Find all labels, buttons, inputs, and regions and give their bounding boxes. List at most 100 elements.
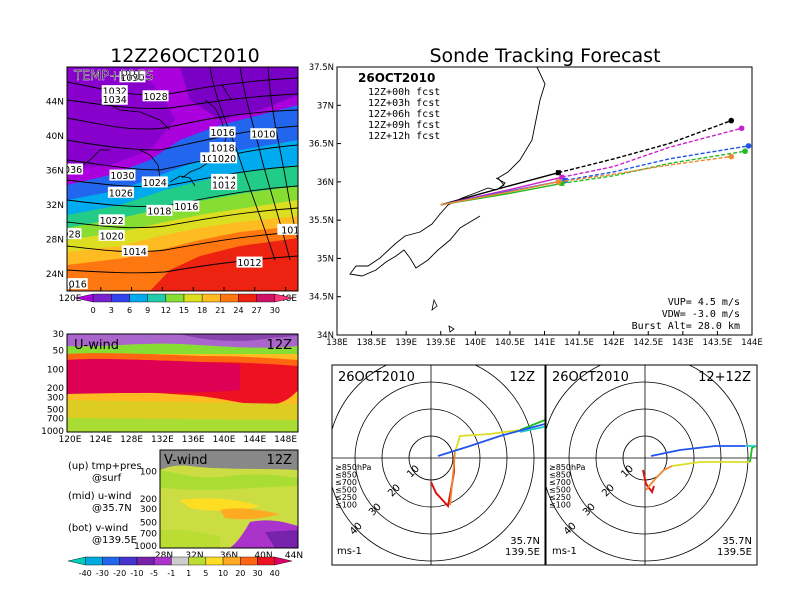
track-date: 26OCT2010 (358, 71, 435, 85)
track-x-tick-label: 139.5E (426, 338, 456, 348)
u-wind-panel: U-wind 12Z 120E 124E 128E 132E 136E 140E 144E 1… (41, 330, 299, 445)
v-y-tick-label: 300 (140, 505, 157, 515)
track-landing-marker (728, 117, 735, 124)
hodo1-lon: 139.5E (505, 547, 540, 558)
track-y-tick-label: 37N (317, 101, 334, 111)
isobar-label: 1020 (212, 154, 236, 165)
isobar-label: 1020 (100, 231, 124, 242)
hodo-level-label: ≤250 (335, 493, 357, 502)
colorbar-tick-label: 40 (270, 569, 280, 578)
u-y-tick-label: 300 (47, 394, 64, 404)
isobar-label-bg (109, 169, 136, 181)
track-x-tick-label: 141E (534, 338, 556, 348)
u-x-tick-label: 148E (274, 435, 297, 445)
colorbar-swatch (183, 293, 203, 303)
track-line-dashed (561, 127, 742, 178)
track-x-tick-label: 142.5E (633, 338, 663, 348)
hodo-level-label: ≤850 (335, 471, 357, 480)
u-x-tick-label: 132E (151, 435, 174, 445)
colorbar-swatch (205, 556, 224, 566)
isobar-label-bg (67, 228, 82, 240)
colorbar-tick-label: 3 (109, 306, 114, 315)
track-line-solid (440, 171, 559, 206)
hodo-level-label: ≥850hPa (335, 463, 372, 472)
isobar-label: 101 (281, 225, 299, 236)
track-panel: 138E 138.5E 139E 139.5E 140E 140.5E 141E 141.5E… (309, 63, 763, 348)
track-x-tick-label: 140E (465, 338, 487, 348)
isobar-label-bg (209, 126, 236, 138)
isobar-label: 1012 (237, 258, 261, 269)
colorbar-swatch (256, 293, 276, 303)
track-line-dashed (558, 119, 732, 174)
hodo-ring-label: 10 (619, 463, 636, 480)
hodo-level-label: ≥850hPa (549, 463, 586, 472)
isobar-label-bg (211, 152, 238, 164)
track-legend-entry: 12Z+03h fcst (368, 98, 440, 109)
coastline (349, 67, 546, 277)
isobar-label: 1018 (147, 206, 171, 217)
track-x-tick-label: 144E (741, 338, 763, 348)
track-x-tick-label: 140.5E (495, 338, 525, 348)
track-landing-marker (728, 153, 735, 160)
map-y-tick-label: 24N (46, 270, 64, 280)
hodo2-date: 26OCT2010 (552, 370, 629, 385)
track-legend-entry: 12Z+12h fcst (368, 131, 440, 142)
track-landing-marker (738, 125, 745, 132)
hodo1-units: ms-1 (337, 546, 362, 557)
isobar-label: 1012 (212, 181, 236, 192)
hodo-level-label: ≤700 (549, 478, 571, 487)
isobar-label: 1036 (58, 165, 82, 176)
left-title: 12Z26OCT2010 (110, 45, 260, 67)
v-wind-time: 12Z (267, 453, 293, 468)
isobar-label-bg (236, 256, 263, 268)
isobar-label: 1018 (210, 143, 234, 154)
isobar-label-bg (277, 223, 298, 235)
note-up-2: @surf (92, 473, 122, 484)
surface-map-panel: 1030103210341028101610101018102210201014… (46, 66, 299, 315)
u-y-tick-label: 50 (53, 347, 65, 357)
colorbar-swatch (238, 293, 257, 303)
track-y-tick-label: 35N (317, 254, 334, 264)
hodo-level-label: ≤250 (549, 493, 571, 502)
colorbar-swatch (136, 556, 155, 566)
track-y-tick-label: 35.5N (309, 216, 334, 226)
colorbar-swatch (119, 556, 138, 566)
colorbar-tick-label: 21 (215, 306, 225, 315)
colorbar-swatch (274, 556, 293, 566)
note-bot-2: @139.5E (92, 535, 137, 546)
track-legend-entry: 12Z+06h fcst (368, 109, 440, 120)
colorbar-tick-label: 5 (203, 569, 208, 578)
isobar-label-bg (119, 71, 146, 83)
isobar-label-bg (98, 214, 125, 226)
u-x-tick-label: 124E (89, 435, 112, 445)
note-up-1: (up) tmp+pres (68, 461, 142, 472)
colorbar-swatch (222, 556, 241, 566)
isobar-label: 1034 (103, 95, 127, 106)
hodo2-time: 12+12Z (698, 370, 751, 385)
colorbar-swatch (147, 293, 167, 303)
hodo1-date: 26OCT2010 (338, 370, 415, 385)
map-x-tick-label: 120E (59, 294, 82, 304)
track-x-tick-label: 139E (395, 338, 417, 348)
v-y-tick-label: 100 (140, 468, 157, 478)
hodo2-units: ms-1 (552, 546, 577, 557)
colorbar-tick-label: 27 (252, 306, 262, 315)
u-y-tick-label: 500 (47, 405, 64, 415)
map-y-tick-label: 32N (46, 201, 64, 211)
track-y-tick-label: 37.5N (309, 63, 334, 73)
track-x-tick-label: 138.5E (357, 338, 387, 348)
track-line-dashed (565, 145, 749, 182)
isobar-label: 1026 (109, 188, 133, 199)
track-y-tick-label: 36.5N (309, 140, 334, 150)
colorbar-swatch (220, 293, 239, 303)
v-x-tick-label: 40N (254, 551, 272, 561)
track-note-burst: Burst Alt= 28.0 km (632, 321, 740, 332)
right-title: Sonde Tracking Forecast (429, 45, 660, 67)
isobar-label: 1024 (143, 178, 167, 189)
isobar-label-bg (141, 176, 168, 188)
colorbar-tick-label: 1 (186, 569, 191, 578)
